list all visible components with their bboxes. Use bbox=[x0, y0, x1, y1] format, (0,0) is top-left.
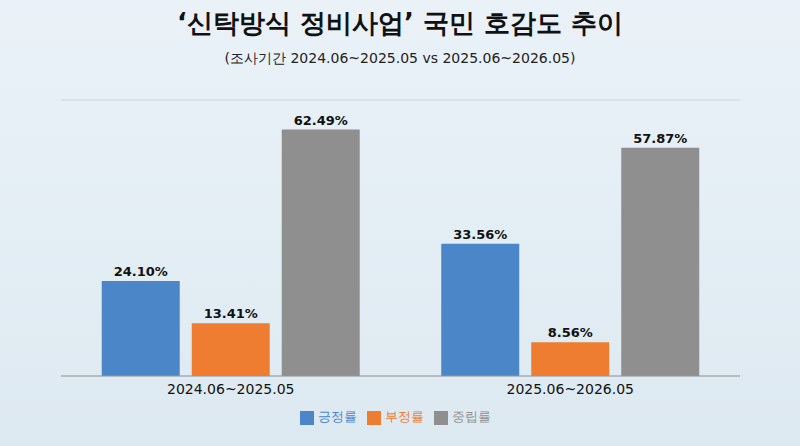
html-text:‘신탁방식 정비사업’ 국민 호감도 추이: ‘신탁방식 정비사업’ 국민 호감도 추이 bbox=[177, 8, 623, 38]
svg-text:2024.06~2025.05: 2024.06~2025.05 bbox=[167, 381, 295, 397]
svg-text:13.41%: 13.41% bbox=[204, 306, 258, 321]
svg-text:2025.06~2026.05: 2025.06~2026.05 bbox=[506, 381, 634, 397]
html-text:부정률: 부정률 bbox=[384, 409, 424, 424]
html-text:(조사기간 2024.06~2025.05 vs 2025.: (조사기간 2024.06~2025.05 vs 2025.06~2026.05… bbox=[224, 50, 576, 66]
html-text:중립률: 중립률 bbox=[451, 409, 491, 424]
html-text:긍정률: 긍정률 bbox=[317, 409, 357, 424]
svg-text:33.56%: 33.56% bbox=[453, 227, 507, 242]
svg-text:57.87%: 57.87% bbox=[633, 131, 687, 146]
svg-text:24.10%: 24.10% bbox=[114, 264, 168, 279]
svg-text:62.49%: 62.49% bbox=[294, 113, 348, 128]
svg-text:8.56%: 8.56% bbox=[548, 325, 593, 340]
